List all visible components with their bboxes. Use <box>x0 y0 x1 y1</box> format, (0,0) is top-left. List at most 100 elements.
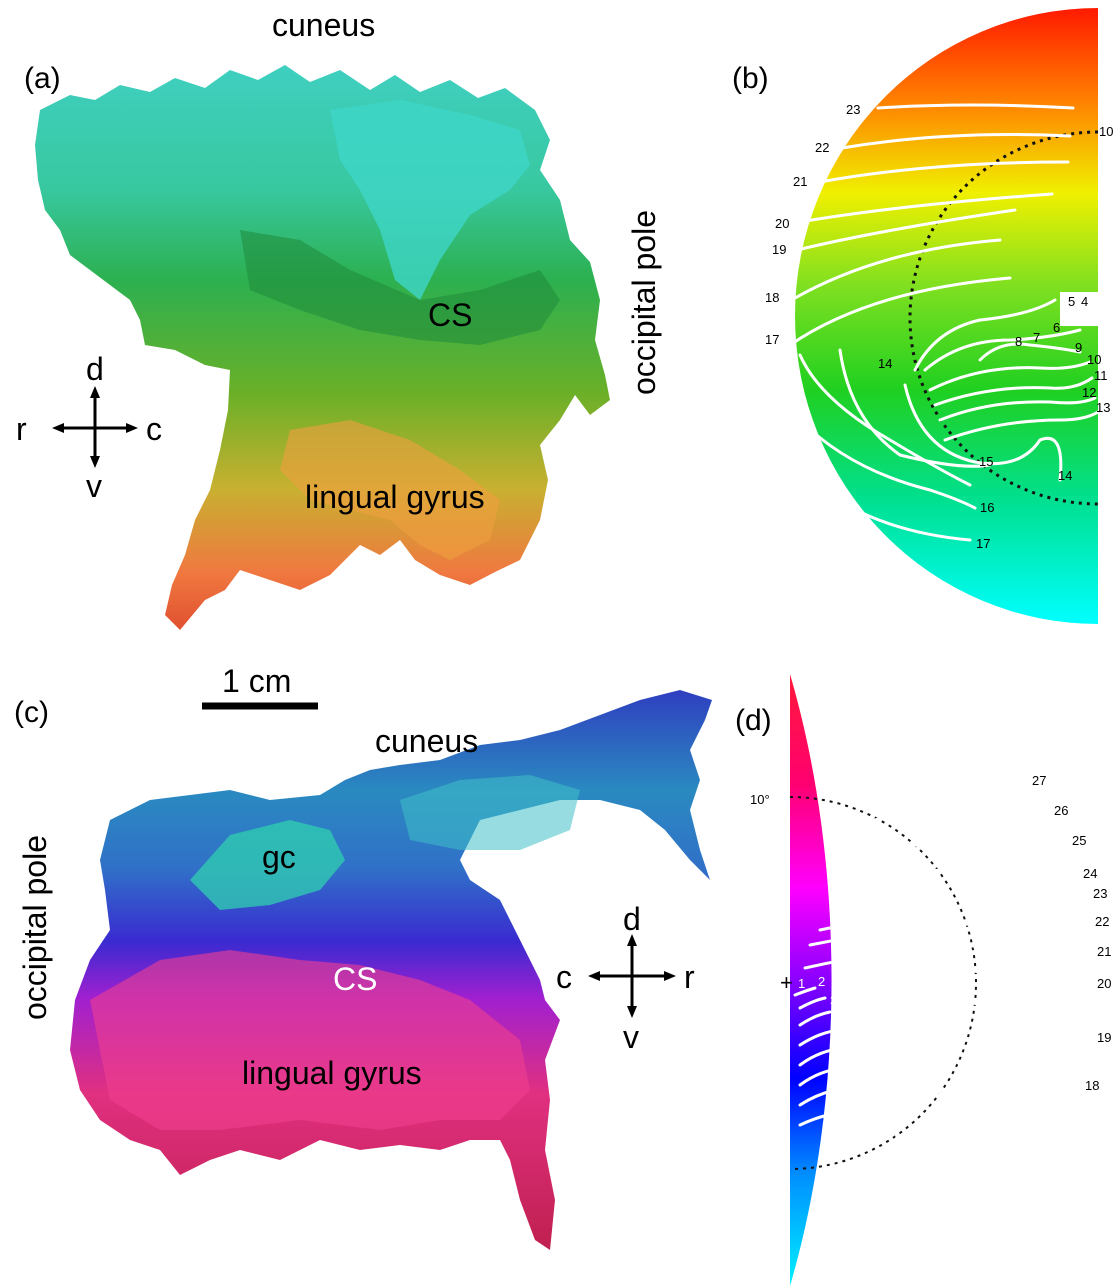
gc-label-c: gc <box>262 839 296 875</box>
contour-line <box>798 468 972 542</box>
contour-line <box>798 353 972 487</box>
contour-line <box>798 192 1054 224</box>
occipital-pole-label-c: occipital pole <box>17 835 53 1020</box>
occipital-pole-label-a: occipital pole <box>626 210 662 395</box>
eccentricity-label-b: 10 <box>1099 124 1113 139</box>
contour-line <box>913 298 1057 372</box>
contour-line <box>836 848 1072 894</box>
panel-label-d: (d) <box>735 704 772 737</box>
polar-number: 9 <box>1075 340 1082 355</box>
contour-line <box>876 1008 1080 1082</box>
contour-line <box>808 921 1092 947</box>
polar-number: 5 <box>854 1018 861 1033</box>
polar-number: 5 <box>1068 294 1075 309</box>
contour-line <box>798 1046 847 1067</box>
polar-number: 18 <box>765 290 779 305</box>
polar-number: 12 <box>1082 385 1096 400</box>
polar-number: 21 <box>1097 944 1111 959</box>
polar-number: 23 <box>846 102 860 117</box>
cs-label-c: CS <box>333 961 377 997</box>
polar-number: 20 <box>775 216 789 231</box>
polar-number: 26 <box>1054 803 1068 818</box>
cuneus-label-c: cuneus <box>375 723 478 759</box>
scale-bar-c: 1 cm <box>202 663 318 710</box>
cuneus-highlight-a <box>330 100 530 300</box>
axis-dorsal-a: d <box>86 351 104 387</box>
polar-number: 21 <box>793 174 807 189</box>
panel-b: (b) 10 23 22 21 20 19 18 17 5 4 6 8 7 9 … <box>732 8 1113 624</box>
panel-label-a: (a) <box>24 62 61 95</box>
polar-number: 19 <box>772 242 786 257</box>
polar-number: 19 <box>1097 1030 1111 1045</box>
lingual-highlight-a <box>280 420 500 560</box>
polar-number: 15 <box>979 454 993 469</box>
lingual-gyrus-label-c: lingual gyrus <box>242 1055 422 1091</box>
center-numbers-b: 5 4 6 8 7 9 10 11 12 13 14 <box>878 294 1110 415</box>
axis-ventral-a: v <box>86 468 102 504</box>
contour-line <box>891 1078 907 1272</box>
panel-label-c: (c) <box>14 696 49 729</box>
polar-number: 7 <box>1033 330 1040 345</box>
polar-number: 18 <box>1085 1078 1099 1093</box>
polar-number: 22 <box>1095 914 1109 929</box>
contour-line <box>798 1088 837 1107</box>
axis-caudal-c: c <box>556 959 572 995</box>
polar-number: 10 <box>1087 352 1101 367</box>
inner-numbers-d: 1 2 3 4 5 6 7 8 <box>798 974 865 1101</box>
panel-d: + (d) 10° 2 7 26 <box>735 674 1111 1286</box>
contour-line <box>818 160 1070 184</box>
visual-field-wedge-d <box>790 674 832 1286</box>
polar-number: 15 <box>912 1214 926 1229</box>
axis-rostral-a: r <box>16 411 27 447</box>
axis-caudal-a: c <box>146 411 162 447</box>
contour-line <box>858 1028 977 1152</box>
polar-number: 22 <box>815 140 829 155</box>
polar-number: 4 <box>1081 294 1088 309</box>
polar-number: 8 <box>1015 334 1022 349</box>
polar-number: 16 <box>980 500 994 515</box>
contour-line <box>798 1010 832 1027</box>
contour-line <box>788 276 1012 347</box>
lingual-gyrus-label-a: lingual gyrus <box>305 479 485 515</box>
cuneus-highlight-c <box>400 775 580 850</box>
contour-line <box>938 396 1097 422</box>
contour-line <box>793 986 817 997</box>
polar-number: 6 <box>1053 320 1060 335</box>
contour-line <box>798 1066 847 1087</box>
polar-number: 2 <box>818 974 825 989</box>
eccentricity-circle-b <box>908 130 1099 506</box>
isopolar-lines-b <box>788 103 1100 542</box>
polar-number: 17 <box>765 332 779 347</box>
panel-c: (c) 1 cm cuneus gc CS lingual gyrus occi… <box>14 663 712 1250</box>
cs-label-a: CS <box>428 297 472 333</box>
fixation-cross-d: + <box>780 970 793 995</box>
contour-line <box>943 410 1100 442</box>
axis-rostral-c: r <box>684 959 695 995</box>
contour-line <box>978 342 1082 362</box>
polar-number: 11 <box>1094 368 1108 383</box>
contour-line <box>798 1113 830 1127</box>
sulcus-shading-a <box>240 230 560 345</box>
polar-number: 14 <box>1058 468 1072 483</box>
polar-number: 1 <box>798 976 805 991</box>
contour-line <box>868 1018 972 1082</box>
polar-number: 17 <box>972 1068 986 1083</box>
polar-number: 4 <box>844 1000 851 1015</box>
polar-number: 7 <box>856 1058 863 1073</box>
panel-a: (a) cuneus CS lingual gyrus occipital po… <box>16 7 662 630</box>
wedge-notch-b <box>1060 292 1100 326</box>
polar-number: 25 <box>1072 833 1086 848</box>
lower-numbers-d: 17 16 15 <box>912 1068 997 1229</box>
contour-line <box>795 208 1017 252</box>
lingual-highlight-c <box>90 950 530 1130</box>
scale-bar-label: 1 cm <box>222 663 291 699</box>
eccentricity-label-d: 10° <box>750 792 770 807</box>
dorsal-numbers-b: 23 22 21 20 19 18 17 <box>765 102 860 347</box>
axis-dorsal-c: d <box>623 901 641 937</box>
contour-line <box>878 988 1097 1042</box>
contour-line <box>838 878 1082 917</box>
contour-line <box>923 328 1082 372</box>
polar-number: 8 <box>836 1086 843 1101</box>
contour-line <box>838 348 992 468</box>
